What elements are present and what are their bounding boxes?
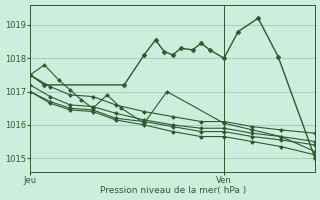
X-axis label: Pression niveau de la mer( hPa ): Pression niveau de la mer( hPa ) [100,186,246,195]
